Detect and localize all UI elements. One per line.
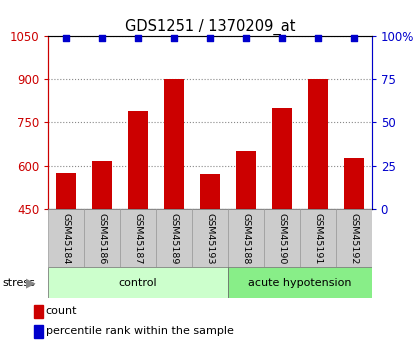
Bar xyxy=(228,267,372,298)
Point xyxy=(350,35,357,41)
Bar xyxy=(200,174,220,209)
Text: GSM45191: GSM45191 xyxy=(313,214,322,265)
Bar xyxy=(92,161,112,209)
Bar xyxy=(264,209,300,267)
Text: GSM45192: GSM45192 xyxy=(349,214,358,265)
Point xyxy=(207,35,213,41)
Bar xyxy=(120,209,156,267)
Bar xyxy=(56,173,76,209)
Text: acute hypotension: acute hypotension xyxy=(248,278,352,288)
Text: GSM45188: GSM45188 xyxy=(241,214,250,265)
Point xyxy=(135,35,142,41)
Text: percentile rank within the sample: percentile rank within the sample xyxy=(45,326,234,336)
Bar xyxy=(272,108,292,209)
Bar xyxy=(336,209,372,267)
Point xyxy=(315,35,321,41)
Point xyxy=(99,35,105,41)
Point xyxy=(63,35,70,41)
Text: stress: stress xyxy=(2,278,35,288)
Text: control: control xyxy=(119,278,158,288)
Bar xyxy=(236,151,256,209)
Text: ▶: ▶ xyxy=(26,276,36,289)
Bar xyxy=(192,209,228,267)
Text: GSM45184: GSM45184 xyxy=(62,214,71,265)
Text: GSM45190: GSM45190 xyxy=(277,214,286,265)
Bar xyxy=(164,79,184,209)
Title: GDS1251 / 1370209_at: GDS1251 / 1370209_at xyxy=(125,19,295,35)
Text: GSM45186: GSM45186 xyxy=(98,214,107,265)
Bar xyxy=(48,267,228,298)
Point xyxy=(278,35,285,41)
Bar xyxy=(84,209,120,267)
Bar xyxy=(228,209,264,267)
Bar xyxy=(34,325,44,337)
Point xyxy=(243,35,249,41)
Text: GSM45187: GSM45187 xyxy=(134,214,143,265)
Text: GSM45193: GSM45193 xyxy=(205,214,215,265)
Bar xyxy=(34,305,44,318)
Bar xyxy=(48,209,84,267)
Bar xyxy=(344,158,364,209)
Text: count: count xyxy=(45,306,77,316)
Bar xyxy=(300,209,336,267)
Bar xyxy=(308,79,328,209)
Bar xyxy=(156,209,192,267)
Point xyxy=(171,35,177,41)
Bar xyxy=(128,111,148,209)
Text: GSM45189: GSM45189 xyxy=(170,214,178,265)
